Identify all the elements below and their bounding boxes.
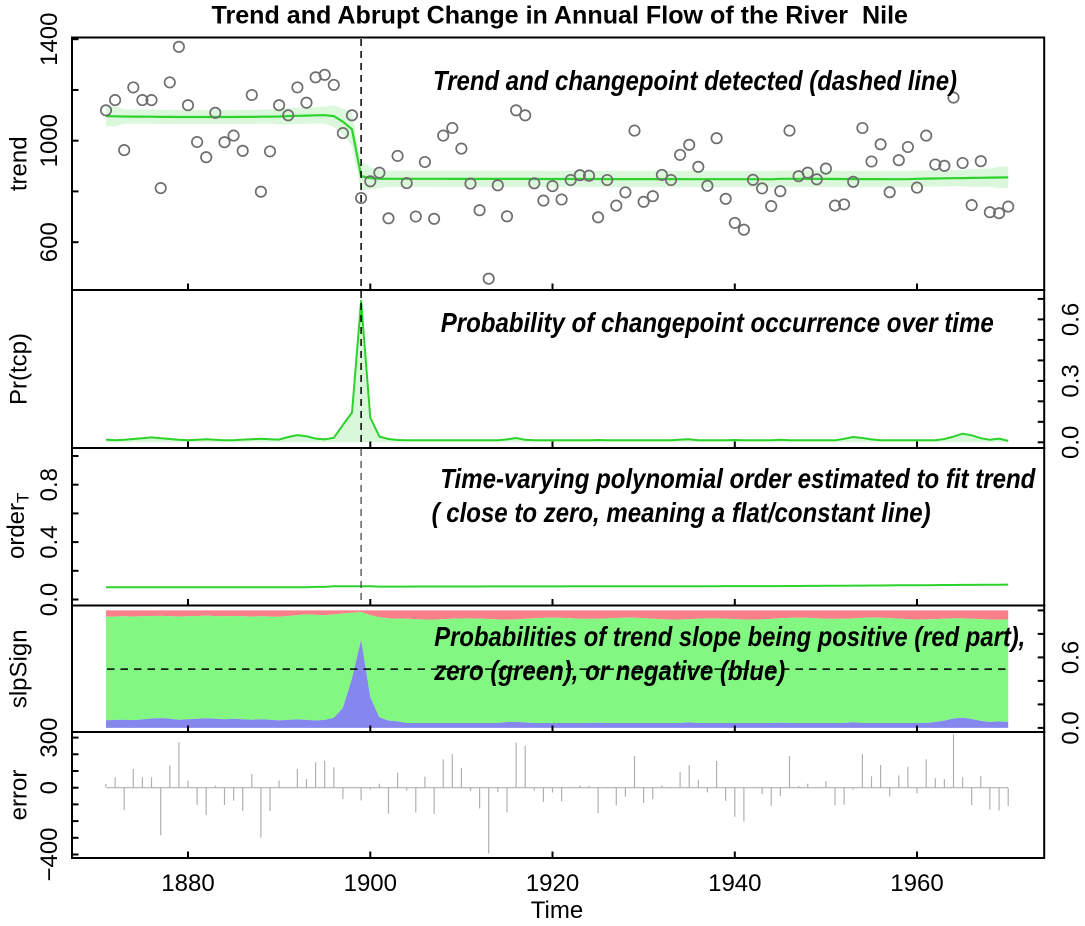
svg-text:Trend and changepoint detected: Trend and changepoint detected (dashed l… bbox=[433, 65, 957, 96]
svg-text:Time-varying polynomial order: Time-varying polynomial order estimated … bbox=[440, 463, 1036, 494]
svg-text:Probability of changepoint occ: Probability of changepoint occurrence ov… bbox=[441, 307, 994, 338]
svg-text:1920: 1920 bbox=[526, 870, 579, 897]
svg-text:−400: −400 bbox=[36, 827, 63, 881]
svg-text:1940: 1940 bbox=[708, 870, 761, 897]
svg-text:0.0: 0.0 bbox=[1058, 711, 1085, 744]
svg-text:0.8: 0.8 bbox=[36, 468, 63, 501]
svg-text:0.0: 0.0 bbox=[36, 583, 63, 616]
svg-text:1880: 1880 bbox=[161, 870, 214, 897]
svg-text:Trend and Abrupt Change in Ann: Trend and Abrupt Change in Annual Flow o… bbox=[212, 2, 909, 30]
svg-text:0: 0 bbox=[36, 781, 63, 794]
svg-text:error: error bbox=[6, 770, 33, 821]
svg-text:Time: Time bbox=[531, 897, 583, 924]
svg-text:trend: trend bbox=[6, 136, 33, 191]
svg-text:1000: 1000 bbox=[36, 114, 63, 167]
svg-text:1960: 1960 bbox=[890, 870, 943, 897]
svg-text:0.0: 0.0 bbox=[1058, 426, 1085, 459]
svg-text:zero (green), or negative (blu: zero (green), or negative (blue) bbox=[433, 655, 785, 686]
svg-text:( close to zero, meaning a fla: ( close to zero, meaning a flat/constant… bbox=[432, 497, 931, 528]
svg-text:600: 600 bbox=[36, 222, 63, 262]
svg-text:1900: 1900 bbox=[344, 870, 397, 897]
svg-text:0.6: 0.6 bbox=[1058, 641, 1085, 674]
svg-text:0.4: 0.4 bbox=[36, 525, 63, 558]
svg-text:0.3: 0.3 bbox=[1058, 364, 1085, 397]
svg-text:300: 300 bbox=[36, 718, 63, 758]
svg-text:orderT: orderT bbox=[3, 493, 33, 559]
svg-text:slpSign: slpSign bbox=[6, 629, 33, 708]
svg-text:1400: 1400 bbox=[36, 13, 63, 66]
svg-text:Probabilities of trend slope b: Probabilities of trend slope being posit… bbox=[434, 621, 1025, 652]
svg-text:0.6: 0.6 bbox=[1058, 303, 1085, 336]
svg-text:Pr(tcp): Pr(tcp) bbox=[6, 333, 33, 405]
